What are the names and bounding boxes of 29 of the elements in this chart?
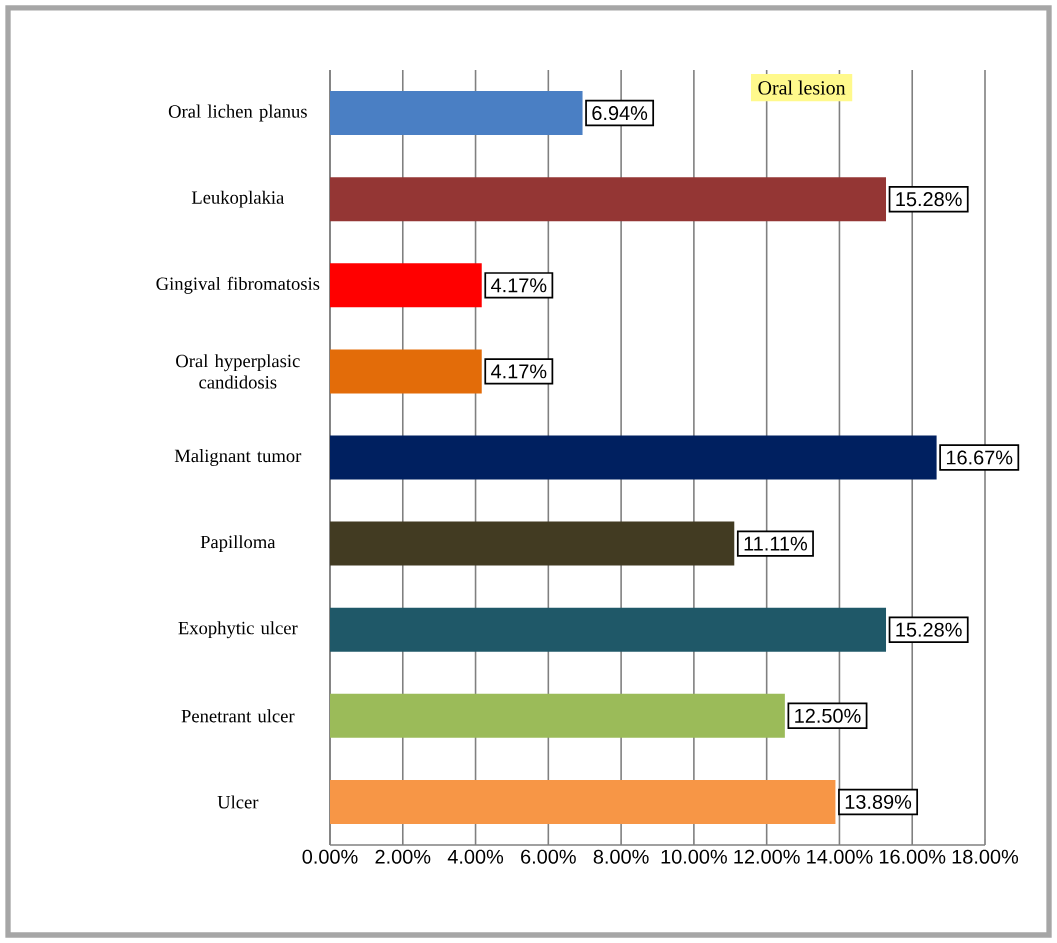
data-label: 16.67%	[946, 450, 1013, 465]
data-label: 11.11%	[744, 536, 808, 551]
x-tick-label: 12.00%	[734, 849, 800, 864]
y-tick-label: Papilloma	[200, 535, 276, 553]
x-tick-label: 10.00%	[661, 849, 727, 864]
data-label: 4.17%	[491, 364, 547, 379]
y-tick-label: Oral hyperplasic candidosis	[176, 354, 300, 389]
chart-title: Oral lesion	[758, 80, 846, 95]
data-label: 4.17%	[491, 278, 547, 293]
x-tick-label: 2.00%	[375, 849, 431, 864]
x-tick-label: 14.00%	[807, 849, 873, 864]
data-label: 13.89%	[845, 794, 912, 809]
y-tick-label: Penetrant ulcer	[181, 709, 295, 723]
x-tick-label: 4.00%	[447, 849, 504, 864]
x-tick-label: 18.00%	[952, 849, 1019, 864]
y-tick-label: Malignant tumor	[174, 449, 302, 466]
data-label: 15.28%	[896, 622, 962, 637]
y-tick-label: Gingival fibromatosis	[156, 276, 320, 294]
x-tick-label: 6.00%	[521, 849, 576, 864]
data-label: 6.94%	[592, 106, 648, 121]
y-tick-label: Ulcer	[217, 795, 259, 809]
data-label: 15.28%	[896, 192, 962, 207]
data-label: 12.50%	[795, 708, 861, 723]
y-tick-label: Leukoplakia	[191, 190, 285, 208]
x-tick-label: 8.00%	[593, 849, 649, 864]
y-tick-label: Exophytic ulcer	[178, 621, 298, 639]
x-tick-label: 16.00%	[879, 849, 946, 864]
y-tick-label: Oral lichen planus	[168, 104, 307, 122]
x-tick-label: 0.00%	[302, 849, 358, 864]
